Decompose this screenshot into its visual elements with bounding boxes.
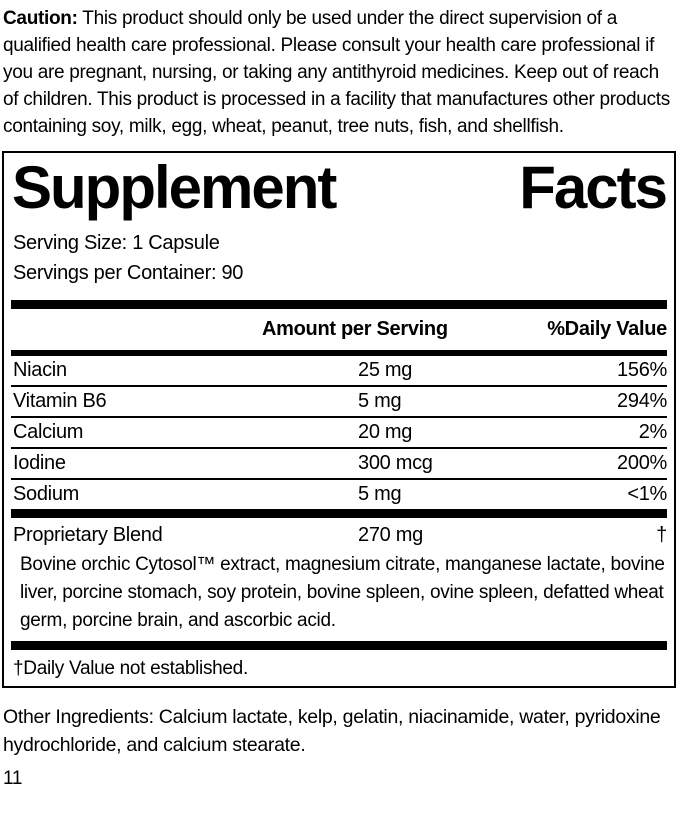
nutrient-daily-value: 156% xyxy=(617,359,667,381)
nutrient-daily-value: 2% xyxy=(638,421,668,443)
nutrient-amount: 5 mg xyxy=(358,390,402,412)
divider-bar-thick xyxy=(11,509,667,518)
nutrient-daily-value: 294% xyxy=(617,390,667,412)
servings-per-container: Servings per Container: 90 xyxy=(13,262,244,284)
nutrient-row: Niacin 25 mg 156% xyxy=(11,356,667,387)
divider-bar-medium xyxy=(11,350,667,356)
divider-bar-thick xyxy=(11,641,667,650)
supplement-label-page: Caution: This product should only be use… xyxy=(0,5,679,817)
divider-bar-thick xyxy=(11,300,667,309)
column-header-amount: Amount per Serving xyxy=(262,318,448,340)
nutrient-name: Iodine xyxy=(13,452,66,474)
nutrient-row: Iodine 300 mcg 200% xyxy=(11,449,667,480)
caution-label: Caution: xyxy=(3,8,78,29)
nutrient-name: Calcium xyxy=(13,421,84,443)
nutrient-name: Sodium xyxy=(13,483,80,505)
nutrient-name: Vitamin B6 xyxy=(13,390,107,412)
serving-info: Serving Size: 1 Capsule Servings per Con… xyxy=(11,228,667,288)
caution-paragraph: Caution: This product should only be use… xyxy=(3,5,671,140)
nutrient-row: Calcium 20 mg 2% xyxy=(11,418,667,449)
blend-daily-value-dagger: † xyxy=(656,524,667,546)
blend-name: Proprietary Blend xyxy=(13,524,163,546)
nutrient-amount: 20 mg xyxy=(358,421,413,443)
nutrient-amount: 25 mg xyxy=(358,359,413,381)
page-number: 11 xyxy=(3,768,23,789)
column-header-daily-value: %Daily Value xyxy=(547,318,667,340)
caution-text: This product should only be used under t… xyxy=(3,8,670,137)
panel-title-word1: Supplement xyxy=(12,154,337,221)
nutrient-amount: 300 mcg xyxy=(358,452,433,474)
other-ingredients: Other Ingredients: Calcium lactate, kelp… xyxy=(3,706,661,756)
nutrient-amount: 5 mg xyxy=(358,483,402,505)
panel-title: Supplement Facts xyxy=(11,154,668,221)
table-header-row: Amount per Serving %Daily Value xyxy=(11,309,667,350)
daily-value-footnote: †Daily Value not established. xyxy=(13,658,248,679)
serving-size: Serving Size: 1 Capsule xyxy=(13,232,220,254)
proprietary-blend-row: Proprietary Blend 270 mg † xyxy=(11,518,667,549)
blend-description: Bovine orchic Cytosol™ extract, magnesiu… xyxy=(20,554,665,631)
panel-title-word2: Facts xyxy=(519,154,668,221)
supplement-facts-panel: Supplement Facts Serving Size: 1 Capsule… xyxy=(2,151,676,688)
blend-amount: 270 mg xyxy=(358,524,423,546)
nutrient-row: Vitamin B6 5 mg 294% xyxy=(11,387,667,418)
nutrient-row: Sodium 5 mg <1% xyxy=(11,480,667,509)
nutrient-daily-value: 200% xyxy=(617,452,667,474)
nutrient-name: Niacin xyxy=(13,359,67,381)
nutrient-daily-value: <1% xyxy=(627,483,667,505)
